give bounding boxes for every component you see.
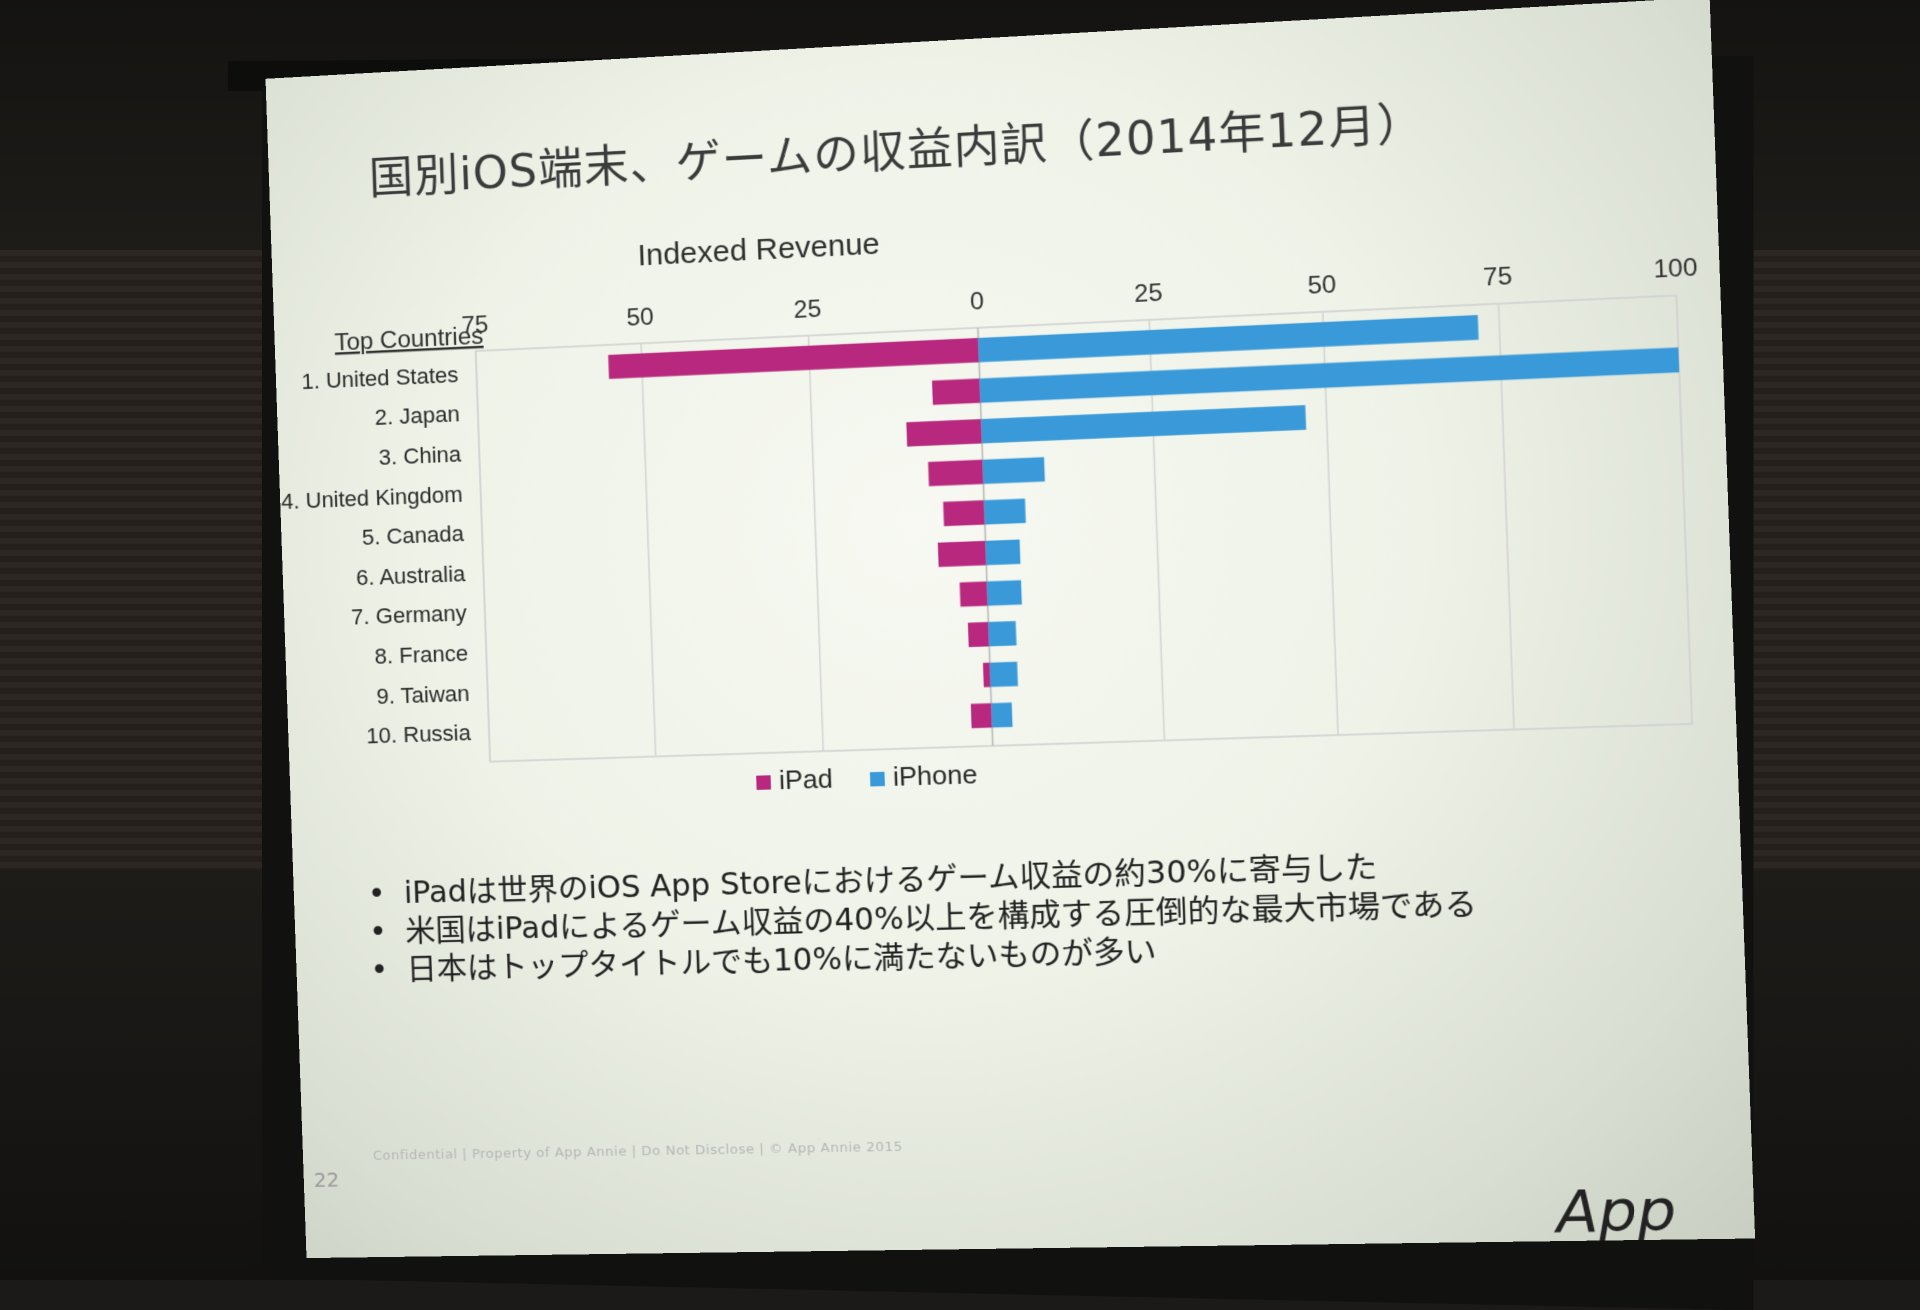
legend-label: iPhone	[892, 761, 977, 792]
x-tick-label: 50	[1307, 271, 1337, 300]
x-tick-label: 0	[969, 287, 984, 315]
bar-ipad	[960, 581, 988, 606]
category-label: 3. China	[378, 441, 462, 470]
bar-iphone	[983, 457, 1045, 484]
x-tick-label: 25	[793, 295, 822, 324]
gridline	[476, 351, 490, 762]
x-tick-label: 50	[626, 303, 654, 332]
category-label: 1. United States	[301, 362, 459, 394]
page-number: 22	[313, 1167, 339, 1191]
bar-iphone	[987, 580, 1022, 606]
x-tick-label: 75	[1483, 262, 1513, 292]
category-label: 2. Japan	[374, 401, 460, 430]
bar-ipad	[608, 338, 979, 379]
bar-iphone	[984, 499, 1026, 525]
category-label: 9. Taiwan	[376, 680, 470, 708]
bar-ipad	[932, 379, 981, 405]
category-label: 7. Germany	[351, 601, 467, 630]
x-tick-label: 25	[1134, 279, 1163, 308]
chart-bars	[608, 306, 1691, 740]
chart-title: Indexed Revenue	[637, 227, 880, 273]
bar-ipad	[906, 419, 982, 447]
category-label: 4. United Kingdom	[281, 481, 463, 514]
bar-iphone	[981, 405, 1306, 443]
bar-ipad	[943, 500, 985, 526]
legend-swatch	[870, 772, 885, 787]
revenue-chart: Indexed Revenue Top Countries 75 50 25 0 25 5…	[266, 0, 1756, 1258]
bar-ipad	[938, 541, 987, 567]
bar-iphone	[985, 540, 1020, 566]
bar-iphone	[988, 621, 1016, 646]
legend-label: iPad	[779, 765, 834, 795]
x-tick-label: 100	[1653, 253, 1698, 283]
bar-iphone	[991, 703, 1012, 728]
gridline	[808, 336, 823, 752]
category-label: 5. Canada	[361, 521, 465, 550]
bar-ipad	[983, 663, 991, 688]
projected-slide: 国別iOS端末、ゲームの収益内訳（2014年12月） Indexed Reven…	[266, 0, 1756, 1258]
category-labels: 1. United States 2. Japan 3. China 4. Unite…	[277, 362, 472, 752]
category-label: 10. Russia	[366, 720, 472, 749]
legend-swatch	[756, 775, 771, 790]
x-tick-label: 75	[461, 311, 489, 339]
bar-iphone	[990, 662, 1018, 687]
category-label: 8. France	[374, 641, 468, 669]
gridline	[641, 343, 656, 756]
bar-ipad	[928, 460, 983, 487]
category-label: 6. Australia	[356, 561, 467, 590]
chart-legend: iPad iPhone	[756, 761, 978, 796]
bar-iphone	[978, 315, 1478, 362]
bar-ipad	[971, 703, 992, 728]
bar-ipad	[968, 622, 989, 647]
